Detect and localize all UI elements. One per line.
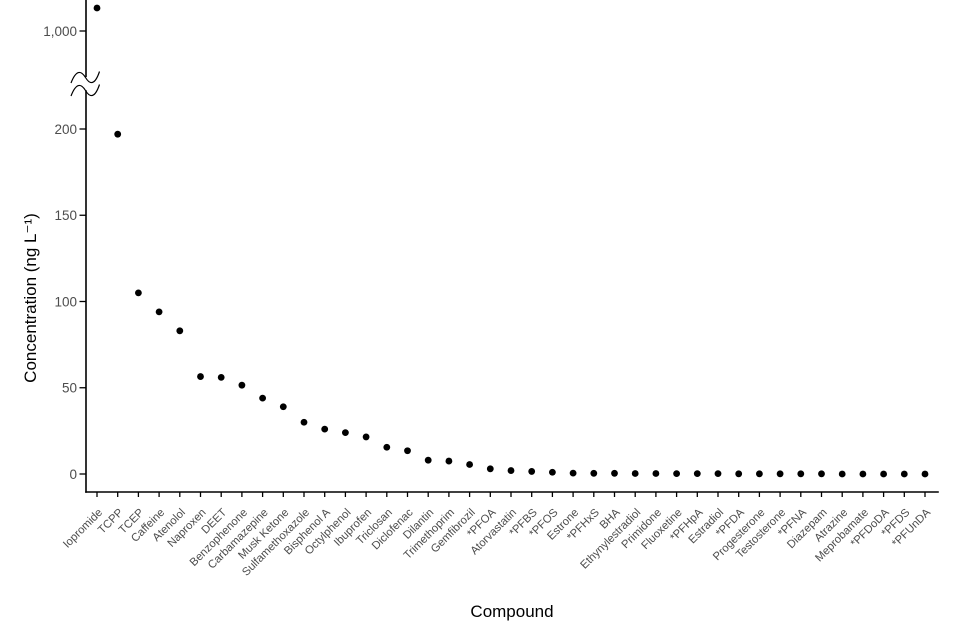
data-point [383,443,391,451]
data-point [466,461,473,468]
data-point [197,373,204,380]
data-point [445,457,453,465]
data-point [321,425,329,433]
data-point [424,456,432,464]
data-point [404,447,411,455]
y-tick-label: 1,000 [43,24,77,39]
data-point [838,470,846,478]
data-point [631,470,639,477]
data-point [342,429,349,436]
data-point [362,433,370,441]
data-point [735,470,743,478]
data-point [611,469,618,477]
data-point [279,403,287,411]
data-point [155,308,163,316]
data-point [528,468,536,475]
y-tick-label: 200 [54,122,77,137]
data-point [259,394,266,402]
data-point [900,470,908,478]
y-tick-label: 50 [62,381,77,396]
data-point [300,418,308,426]
data-point [797,470,805,478]
data-point [93,4,101,12]
data-point [652,470,660,477]
data-point [673,470,680,478]
data-point [818,470,825,478]
data-point [714,470,722,478]
data-point [880,470,887,478]
data-point [569,469,577,477]
data-point [135,289,142,297]
data-point [238,381,246,389]
data-point [114,130,122,138]
data-point [486,465,494,473]
data-point [859,470,867,478]
axis-break-icon [70,84,101,97]
data-point [217,374,225,381]
x-axis-title: Compound [470,602,554,621]
data-point [776,470,784,478]
data-point [590,469,598,477]
data-point [921,470,929,478]
data-point [693,470,701,478]
data-point [507,467,515,474]
axis-break-icon [70,71,101,84]
y-tick-label: 150 [54,208,77,223]
y-tick-label: 100 [54,294,77,309]
y-axis-title: Concentration (ng L⁻¹) [21,213,40,383]
data-point [756,470,763,478]
data-point [176,327,184,335]
y-tick-label: 0 [69,467,77,482]
data-point [549,468,556,476]
